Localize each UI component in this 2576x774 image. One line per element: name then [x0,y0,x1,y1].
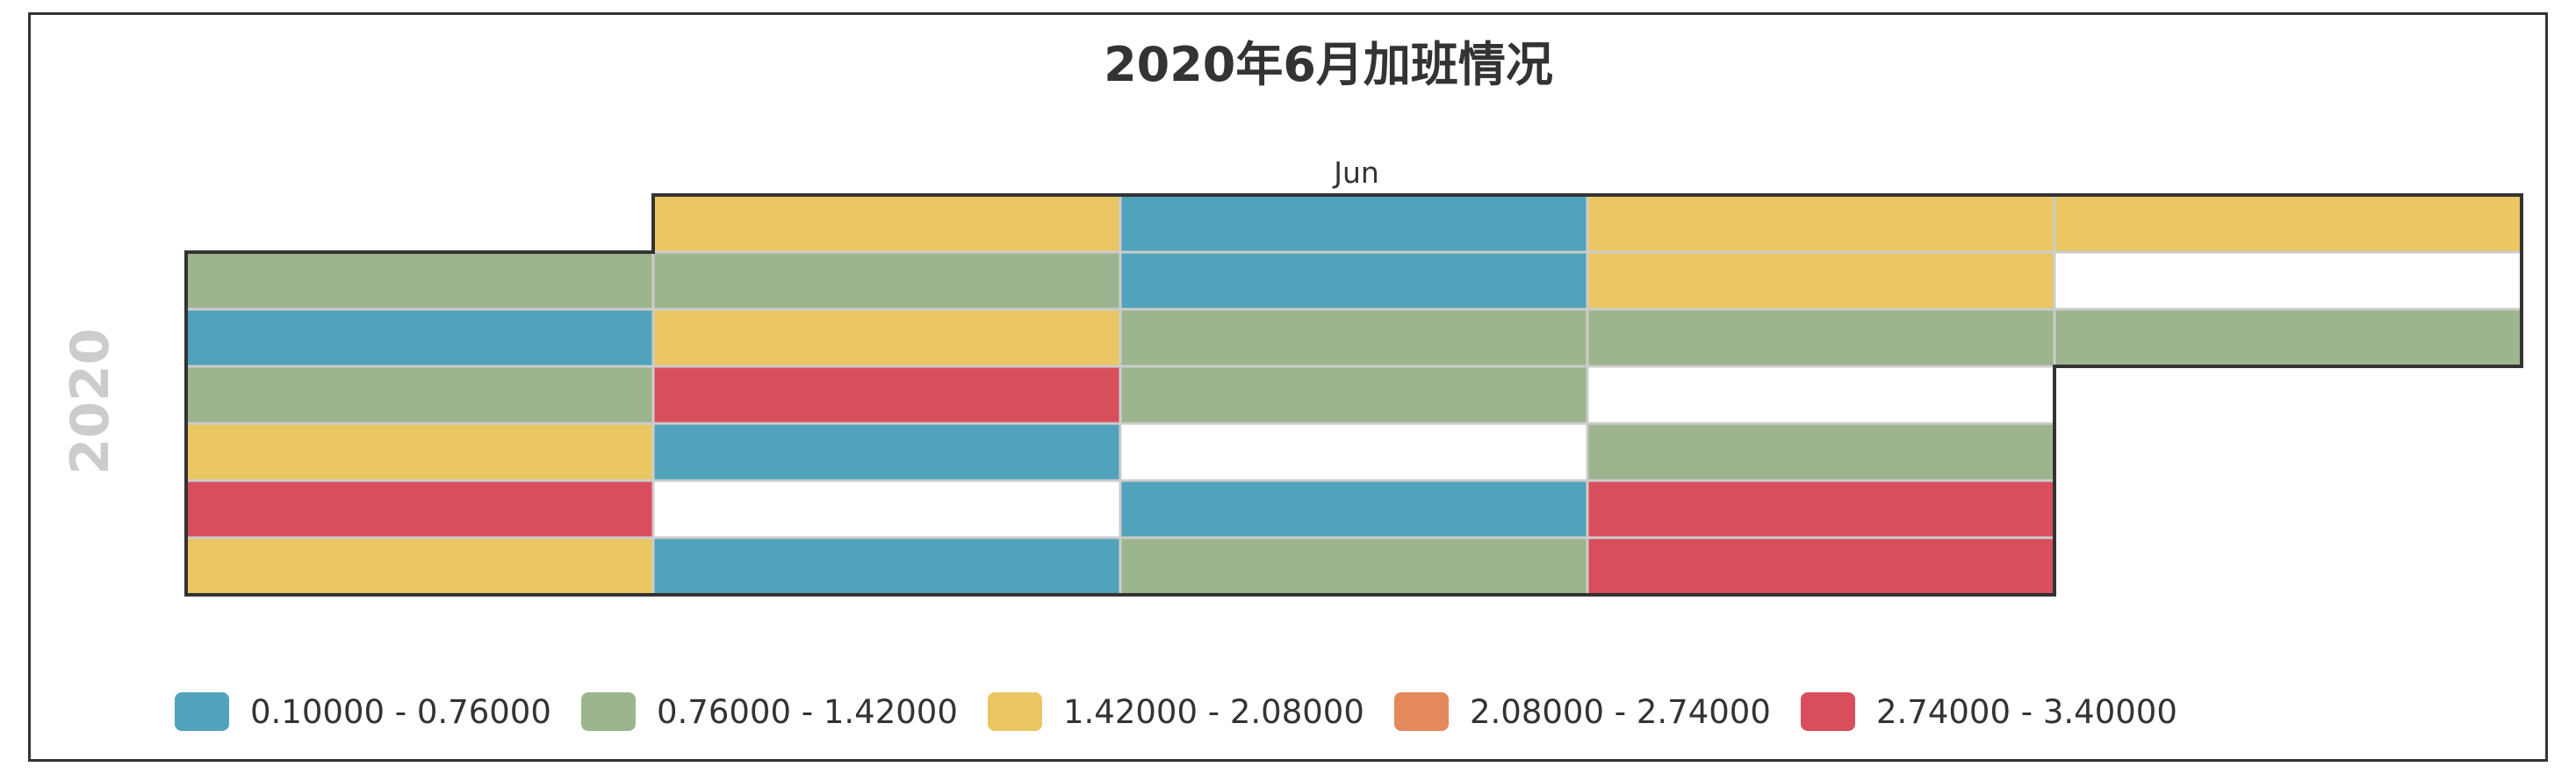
legend-swatch-4[interactable] [1394,692,1449,731]
day-cell-2020-06-30[interactable] [2053,307,2523,368]
day-cell-2020-06-02[interactable] [184,307,655,368]
day-cell-2020-06-17[interactable] [1119,365,1589,425]
day-cell-2020-06-25[interactable] [1586,422,2056,482]
day-cell-2020-06-26[interactable] [1586,479,2056,539]
day-cell-2020-06-24[interactable] [1586,365,2056,425]
day-cell-2020-06-21[interactable] [1586,193,2056,254]
day-cell-2020-06-28[interactable] [2053,193,2523,254]
day-cell-2020-06-11[interactable] [651,422,1122,482]
day-cell-2020-06-13[interactable] [651,536,1122,597]
day-cell-2020-06-05[interactable] [184,479,655,539]
day-cell-2020-06-09[interactable] [651,307,1122,368]
day-cell-2020-06-01[interactable] [184,250,655,311]
legend-swatch-5[interactable] [1801,692,1855,731]
legend-label-2[interactable]: 0.76000 - 1.42000 [657,693,958,731]
day-cell-2020-06-07[interactable] [651,193,1122,254]
legend-label-3[interactable]: 1.42000 - 2.08000 [1063,693,1364,731]
legend-swatch-3[interactable] [988,692,1042,731]
month-outline [184,193,2523,597]
chart-frame: 2020年6月加班情况 Jun 2020 0.10000 - 0.76000 0.… [28,12,2548,762]
legend-swatch-1[interactable] [175,692,229,731]
month-label: Jun [1332,156,1379,190]
day-cell-2020-06-19[interactable] [1119,479,1589,539]
day-cell-2020-06-15[interactable] [1119,250,1589,311]
legend-label-1[interactable]: 0.10000 - 0.76000 [250,693,551,731]
day-cell-2020-06-04[interactable] [184,422,655,482]
day-cell-2020-06-18[interactable] [1119,422,1589,482]
calendar-cells [184,193,2523,597]
legend-label-4[interactable]: 2.08000 - 2.74000 [1470,693,1771,731]
day-cell-2020-06-12[interactable] [651,479,1122,539]
day-cell-2020-06-16[interactable] [1119,307,1589,368]
day-cell-2020-06-23[interactable] [1586,307,2056,368]
day-cell-2020-06-22[interactable] [1586,250,2056,311]
day-cell-2020-06-29[interactable] [2053,250,2523,311]
day-cell-2020-06-10[interactable] [651,365,1122,425]
day-cell-2020-06-14[interactable] [1119,193,1589,254]
day-cell-2020-06-03[interactable] [184,365,655,425]
day-cell-2020-06-20[interactable] [1119,536,1589,597]
year-label: 2020 [60,329,121,475]
legend-label-5[interactable]: 2.74000 - 3.40000 [1876,693,2177,731]
day-cell-2020-06-27[interactable] [1586,536,2056,597]
day-cell-2020-06-06[interactable] [184,536,655,597]
day-cell-2020-06-08[interactable] [651,250,1122,311]
legend-swatch-2[interactable] [581,692,636,731]
legend: 0.10000 - 0.76000 0.76000 - 1.42000 1.4200… [175,692,2177,731]
chart-title: 2020年6月加班情况 [1104,37,1553,92]
calendar-heatmap-chart: 2020年6月加班情况 Jun 2020 0.10000 - 0.76000 0.… [60,37,2523,731]
